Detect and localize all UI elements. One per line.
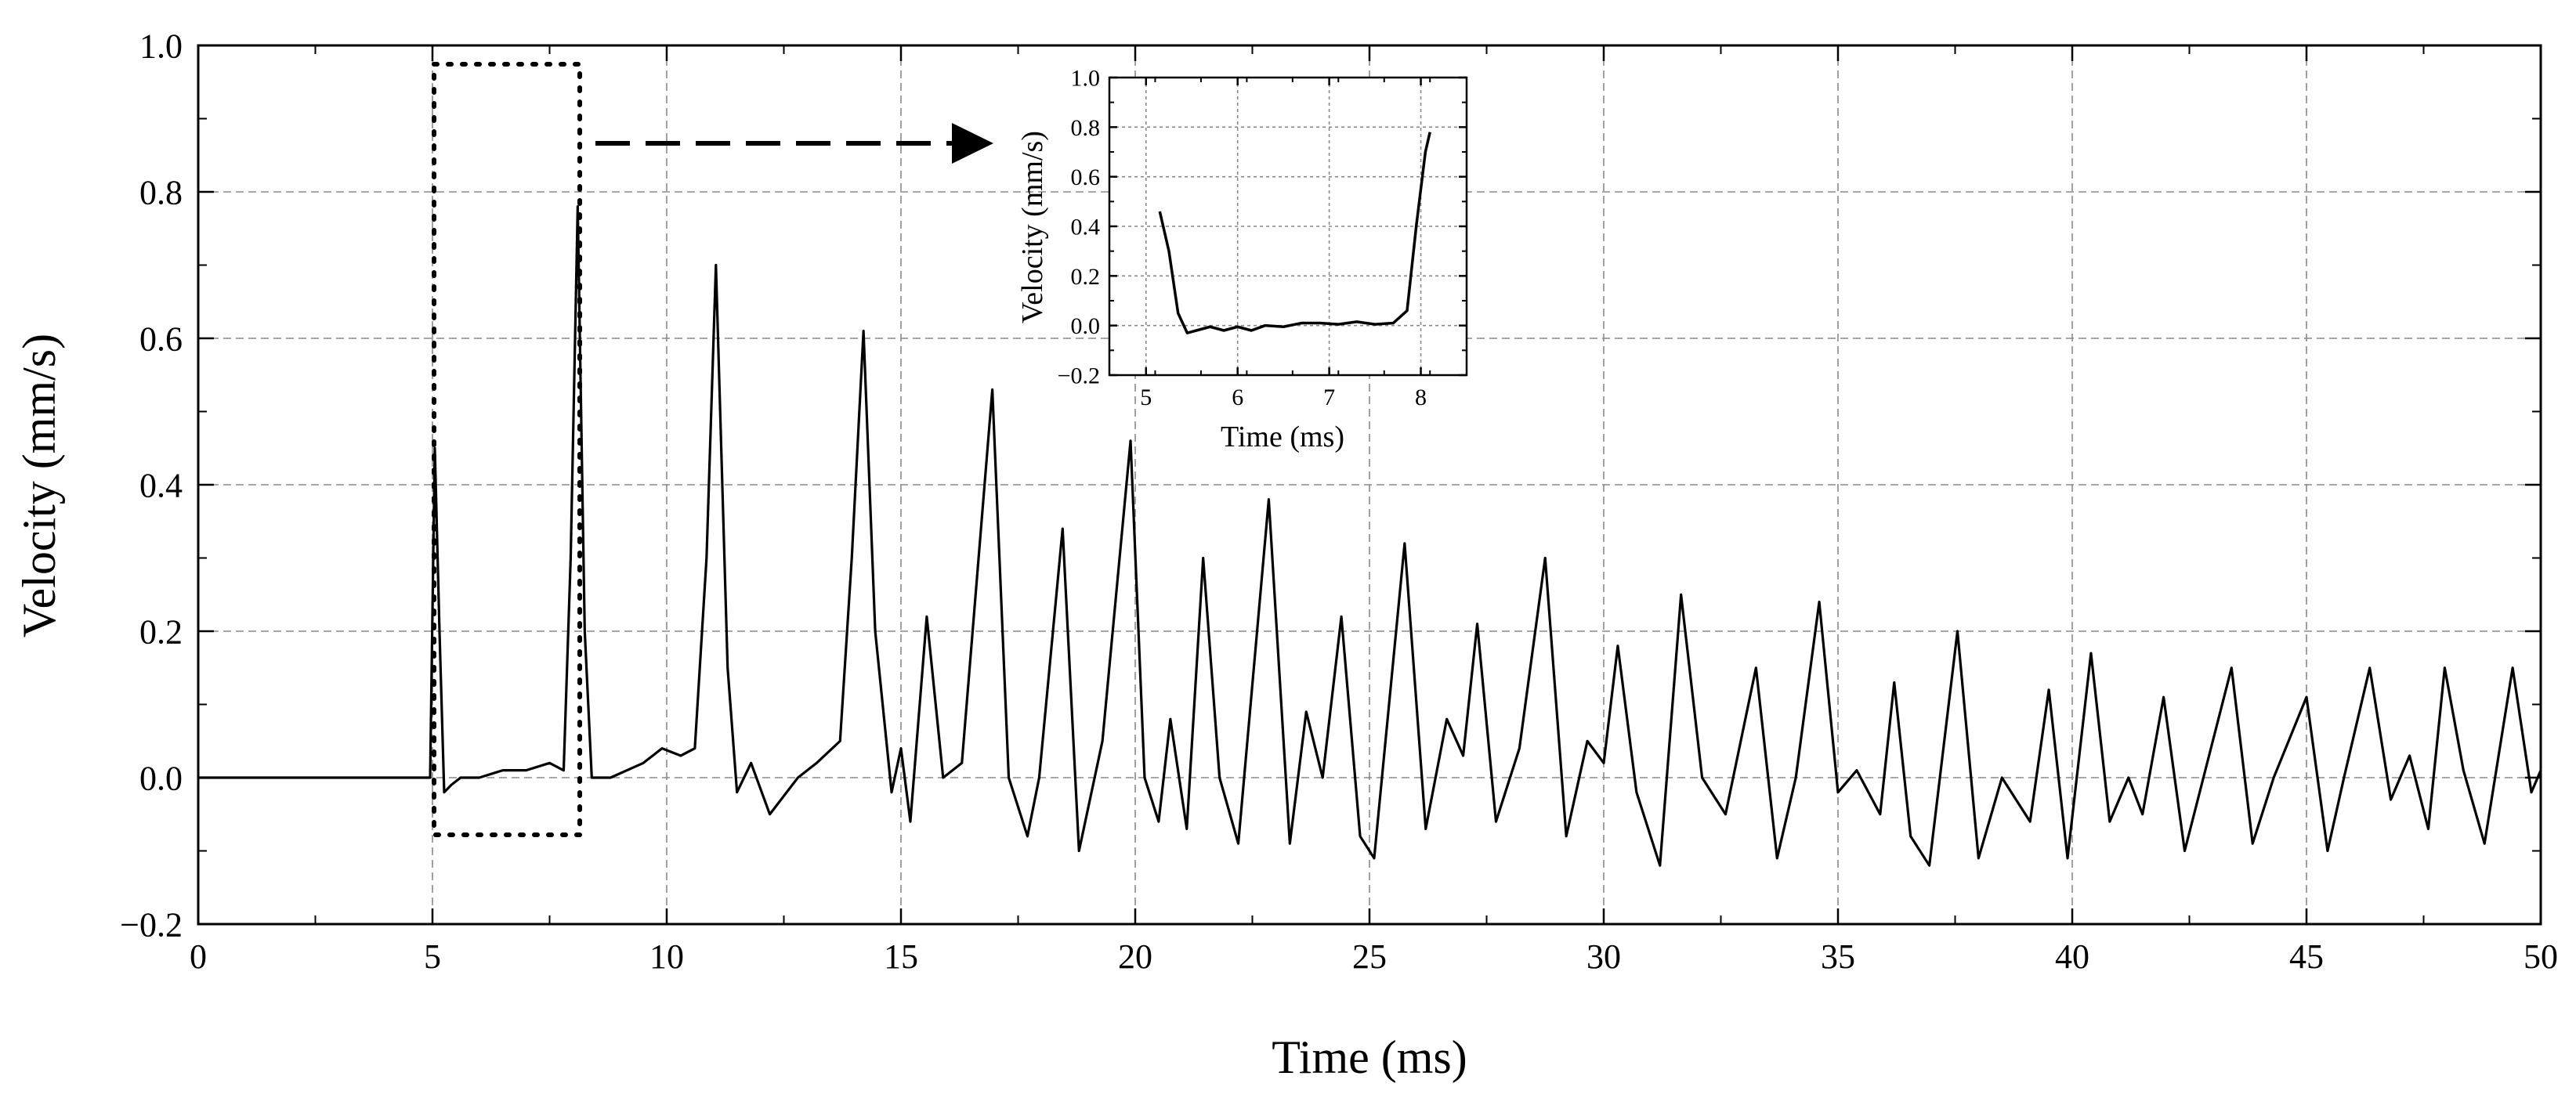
main-ytick-label-2: 0.2 [139,612,183,651]
inset-ytick-label-5: 0.8 [1071,115,1101,141]
inset-ytick-label-0: −0.2 [1058,363,1100,389]
main-xtick-label-2: 10 [649,937,684,976]
main-ytick-label-5: 0.8 [139,173,183,211]
inset-xtick-label-0: 5 [1140,385,1152,410]
main-xtick-label-8: 40 [2055,937,2089,976]
zoom-box [432,62,582,837]
inset-xtick-label-1: 6 [1232,385,1243,410]
main-ytick-label-6: 1.0 [139,27,183,65]
inset-x-axis-label: Time (ms) [1221,421,1344,453]
main-xtick-label-1: 5 [424,937,441,976]
inset-ytick-label-2: 0.2 [1071,264,1101,290]
inset-ytick-label-1: 0.0 [1071,313,1101,339]
main-xtick-label-3: 15 [884,937,918,976]
main-xtick-label-5: 25 [1352,937,1387,976]
main-xtick-label-4: 20 [1118,937,1152,976]
main-y-axis-label: Velocity (mm/s) [13,334,65,637]
inset-y-axis-label: Velocity (mm/s) [1016,131,1049,323]
main-ytick-label-0: −0.2 [120,905,183,944]
main-xtick-label-10: 50 [2524,937,2558,976]
main-xtick-label-0: 0 [190,937,207,976]
inset-xtick-label-2: 7 [1323,385,1335,410]
zoom-arrow-head [952,123,993,164]
main-plot: 0 5 10 15 20 25 30 35 40 45 50 −0.2 0.0 0.2 0.4 0.6 0.8 1… [13,27,2558,1083]
main-xtick-label-6: 30 [1586,937,1621,976]
inset-velocity-line [1158,132,1431,334]
main-xtick-label-7: 35 [1821,937,1855,976]
main-plot-frame [197,44,2542,926]
inset-ytick-label-3: 0.4 [1071,215,1101,240]
inset-ytick-label-6: 1.0 [1071,66,1101,92]
main-ytick-label-4: 0.6 [139,320,183,358]
main-ytick-label-1: 0.0 [139,759,183,797]
main-velocity-line [198,205,2541,867]
main-x-axis-label: Time (ms) [1272,1031,1467,1083]
inset-tick-labels: 5 6 7 8 −0.2 0.0 0.2 0.4 0.6 0.8 1.0 [1058,66,1427,411]
inset-plot: 5 6 7 8 −0.2 0.0 0.2 0.4 0.6 0.8 1.0 Time (ms) Vel… [1016,66,1468,453]
inset-plot-frame [1108,76,1468,377]
inset-ytick-label-4: 0.6 [1071,164,1101,190]
main-tick-labels: 0 5 10 15 20 25 30 35 40 45 50 −0.2 0.0 0.2 0.4 0.6 0.8 1… [120,27,2558,976]
inset-xtick-label-3: 8 [1415,385,1427,410]
main-xtick-label-9: 45 [2289,937,2324,976]
main-ytick-label-3: 0.4 [139,466,183,504]
